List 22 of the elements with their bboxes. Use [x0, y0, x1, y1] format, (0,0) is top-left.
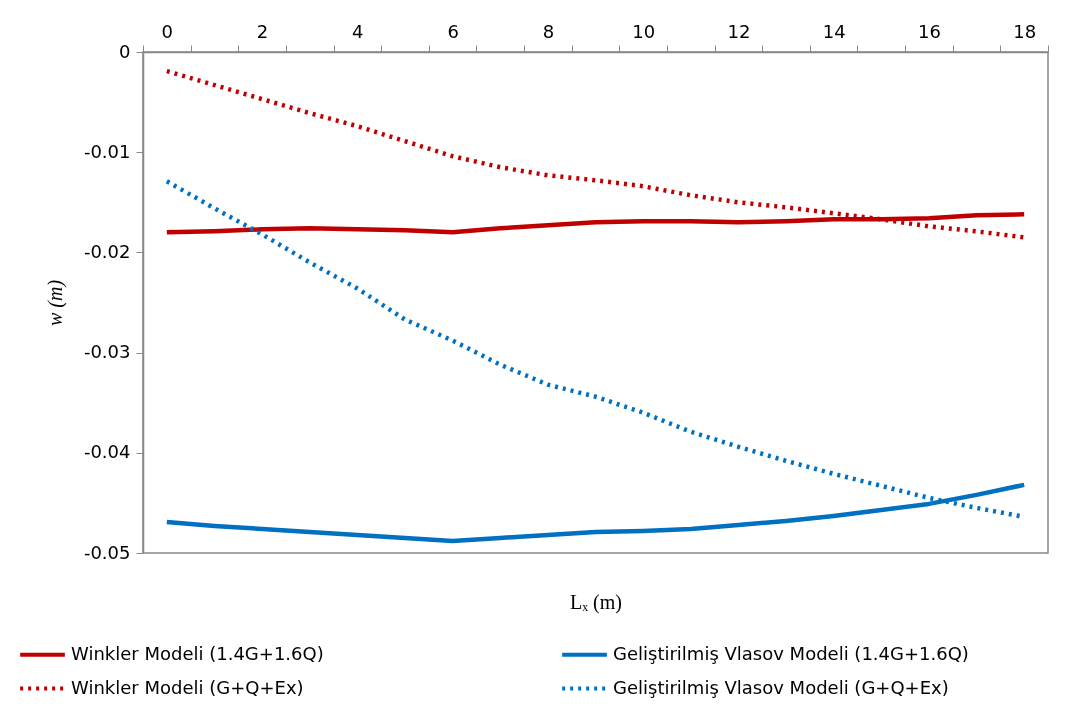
y-tick-label: -0.05: [83, 541, 131, 563]
x-tick-label: 18: [1013, 20, 1037, 42]
y-tick-label: 0: [119, 40, 131, 62]
y-axis-title: w (m): [43, 279, 67, 327]
legend-label: Geliştirilmiş Vlasov Modeli (1.4G+1.6Q): [613, 642, 969, 664]
x-tick-label: 14: [822, 20, 846, 42]
y-tick-label: -0.04: [83, 441, 131, 463]
x-tick-label: 6: [447, 20, 459, 42]
x-tick-label: 2: [256, 20, 269, 42]
x-tick-label: 16: [917, 20, 941, 42]
x-tick-label: 8: [542, 20, 555, 42]
y-tick-label: -0.01: [83, 140, 131, 162]
y-tick-label: -0.03: [83, 341, 131, 363]
x-axis-title: Lₓ (m): [570, 590, 622, 614]
x-tick-label: 0: [161, 20, 174, 42]
x-tick-label: 4: [352, 20, 364, 42]
x-tick-label: 10: [632, 20, 656, 42]
x-tick-label: 12: [727, 20, 751, 42]
y-tick-label: -0.02: [83, 240, 131, 262]
legend-label: Winkler Modeli (G+Q+Ex): [71, 676, 304, 698]
legend-label: Geliştirilmiş Vlasov Modeli (G+Q+Ex): [613, 676, 949, 698]
legend-label: Winkler Modeli (1.4G+1.6Q): [71, 642, 324, 664]
